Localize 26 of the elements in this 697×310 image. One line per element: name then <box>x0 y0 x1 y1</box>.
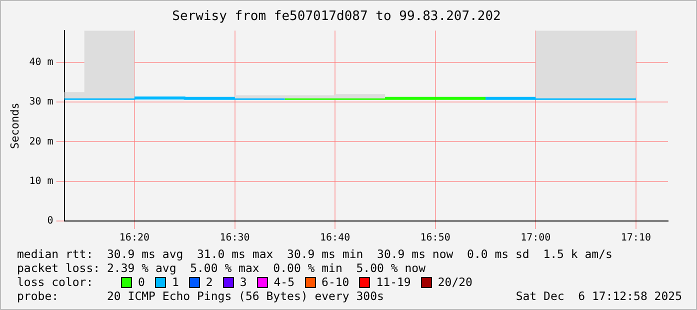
text: probe: 20 ICMP Echo Pings (56 Bytes) every 300s <box>17 289 384 303</box>
y-axis-title: Seconds <box>8 102 22 149</box>
y-tick-label: 30 m <box>29 96 54 108</box>
text: packet loss: 2.39 % avg 5.00 % max 0.00 % min 5.00 % now <box>17 261 426 275</box>
y-tick-label: 0 <box>47 216 54 227</box>
legend-label: 20/20 <box>438 275 472 289</box>
x-tick-label: 16:20 <box>119 232 150 244</box>
legend-label: 1 <box>172 275 179 289</box>
x-tick-label: 16:50 <box>420 232 450 244</box>
text: Sat Dec 6 17:12:58 2025 <box>516 289 682 303</box>
y-tick-label: 40 m <box>29 56 54 68</box>
legend-label: 6-10 <box>322 275 350 289</box>
y-tick-label: 20 m <box>29 136 54 148</box>
x-tick-label: 17:00 <box>520 232 551 244</box>
legend-label: 2 <box>206 275 213 289</box>
legend-label: 11-19 <box>376 275 411 289</box>
legend-label: 4-5 <box>274 275 295 289</box>
text: median rtt: 30.9 ms avg 31.0 ms max 30.9 ms min 30.9 ms now 0.0 ms sd 1.5 k am/s <box>17 247 614 261</box>
x-tick-label: 17:10 <box>620 232 651 244</box>
x-tick-label: 16:40 <box>320 232 350 244</box>
legend-label: 0 <box>138 275 145 289</box>
y-tick-label: 10 m <box>29 176 54 187</box>
legend-label: 3 <box>240 275 247 289</box>
legend-title: loss color: <box>17 275 94 289</box>
x-tick-label: 16:30 <box>220 232 250 244</box>
chart-title: Serwisy from fe507017d087 to 99.83.207.202 <box>172 9 501 24</box>
